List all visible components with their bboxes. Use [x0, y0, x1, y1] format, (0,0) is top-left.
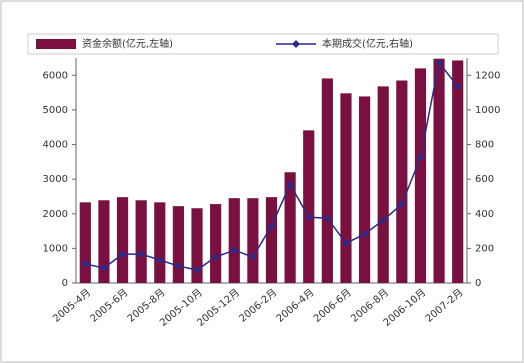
bar [284, 172, 296, 283]
marker [323, 214, 331, 222]
bar [265, 197, 278, 283]
bar [228, 198, 240, 283]
y-tick-label: 4000 [43, 140, 68, 151]
marker [193, 266, 201, 274]
legend-label: 本期成交(亿元,右轴) [322, 37, 413, 50]
y-tick-label: 5000 [43, 105, 68, 116]
marker [435, 59, 443, 66]
marker [379, 216, 387, 224]
marker [416, 153, 424, 161]
legend-swatch [36, 39, 76, 49]
bar [79, 202, 91, 283]
marker [137, 250, 145, 258]
y-tick-label: 0 [62, 278, 68, 289]
y2-tick-label: 1200 [475, 70, 500, 81]
bar [116, 197, 129, 283]
bar [414, 68, 427, 283]
marker [286, 180, 294, 188]
marker [212, 253, 220, 261]
bar [396, 80, 408, 283]
bar [98, 200, 110, 283]
bar [433, 58, 445, 283]
marker [249, 253, 257, 261]
y2-tick-label: 200 [475, 243, 494, 254]
marker [81, 260, 89, 268]
y-tick-label: 3000 [43, 174, 68, 185]
marker [342, 239, 350, 247]
marker [119, 250, 127, 258]
y2-tick-label: 600 [475, 174, 494, 185]
legend-marker [292, 40, 300, 48]
bar [154, 202, 166, 283]
y-tick-label: 6000 [43, 70, 68, 81]
marker [156, 256, 164, 264]
bar [135, 200, 147, 283]
bar [303, 130, 315, 283]
marker [100, 264, 108, 272]
bar [452, 60, 464, 283]
legend-box [27, 33, 499, 55]
y2-tick-label: 1000 [475, 105, 500, 116]
bar [210, 204, 222, 283]
marker [454, 83, 462, 91]
bar [321, 78, 333, 283]
y-tick-label: 1000 [43, 243, 68, 254]
bar [359, 96, 371, 283]
y2-tick-label: 800 [475, 140, 494, 151]
marker [361, 230, 369, 238]
y2-tick-label: 0 [475, 278, 481, 289]
bar [377, 86, 389, 283]
bar [172, 206, 184, 283]
marker [305, 213, 313, 221]
marker [230, 246, 238, 254]
legend-label: 资金余额(亿元,左轴) [82, 37, 173, 50]
y2-tick-label: 400 [475, 209, 494, 220]
marker [174, 262, 182, 270]
y-tick-label: 2000 [43, 209, 68, 220]
marker [398, 200, 406, 208]
bar [247, 198, 259, 283]
bar [340, 93, 352, 283]
marker [268, 222, 275, 230]
bar [191, 208, 203, 283]
